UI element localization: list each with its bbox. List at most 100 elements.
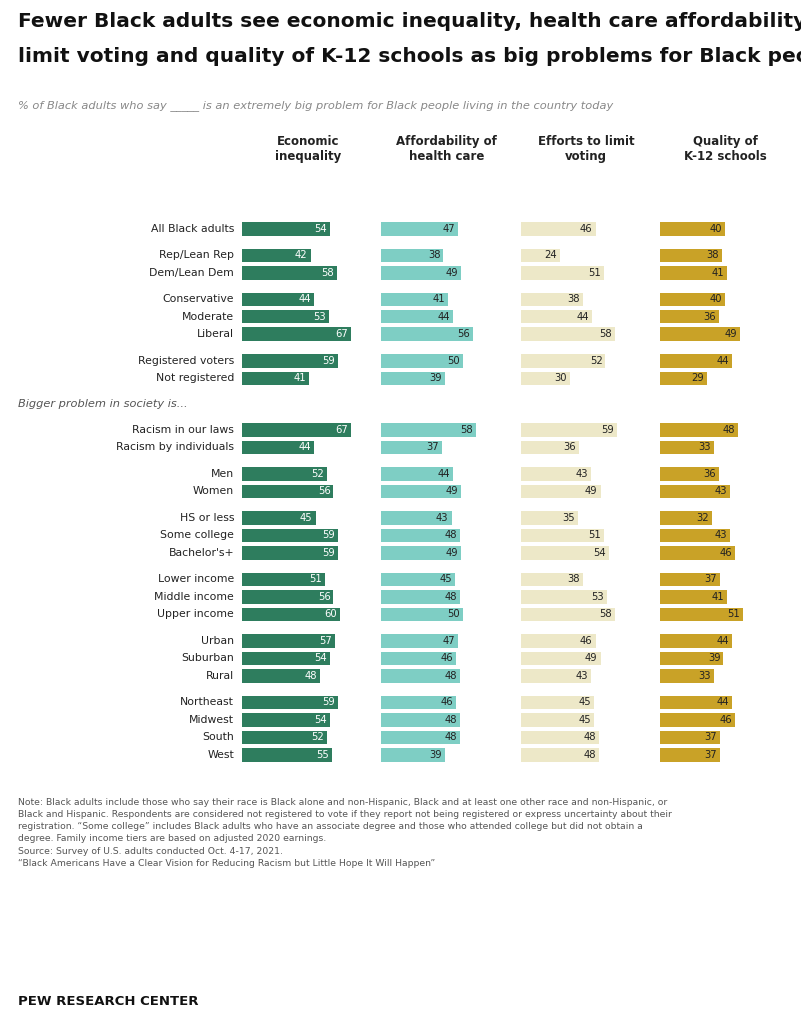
Text: Upper income: Upper income: [157, 610, 234, 619]
Text: 48: 48: [583, 750, 596, 760]
Text: 54: 54: [593, 547, 606, 558]
Text: 39: 39: [429, 750, 442, 760]
Text: 67: 67: [336, 329, 348, 340]
Text: 53: 53: [591, 591, 604, 602]
Text: 58: 58: [321, 268, 334, 278]
Text: 24: 24: [544, 251, 557, 260]
Text: 41: 41: [293, 373, 306, 384]
Text: 59: 59: [601, 425, 614, 435]
Text: 44: 44: [577, 312, 590, 322]
Text: 45: 45: [578, 698, 591, 707]
Text: 58: 58: [461, 425, 473, 435]
Text: 44: 44: [716, 356, 729, 366]
Text: 33: 33: [698, 442, 710, 452]
Text: 37: 37: [705, 750, 717, 760]
Text: Liberal: Liberal: [197, 329, 234, 340]
Text: Conservative: Conservative: [163, 295, 234, 304]
Text: 46: 46: [580, 224, 593, 233]
Text: 45: 45: [300, 513, 312, 523]
Text: 49: 49: [445, 268, 458, 278]
Text: 59: 59: [323, 698, 336, 707]
Text: 38: 38: [567, 295, 580, 304]
Text: 52: 52: [590, 356, 602, 366]
Text: Racism by individuals: Racism by individuals: [116, 442, 234, 452]
Text: 32: 32: [696, 513, 709, 523]
Text: PEW RESEARCH CENTER: PEW RESEARCH CENTER: [18, 995, 199, 1008]
Text: Not registered: Not registered: [155, 373, 234, 384]
Text: 56: 56: [318, 591, 331, 602]
Text: % of Black adults who say _____ is an extremely big problem for Black people liv: % of Black adults who say _____ is an ex…: [18, 100, 614, 110]
Text: 48: 48: [445, 530, 457, 540]
Text: 43: 43: [575, 671, 588, 680]
Text: 52: 52: [312, 469, 324, 479]
Text: 48: 48: [445, 732, 457, 743]
Text: 46: 46: [441, 698, 453, 707]
Text: Midwest: Midwest: [189, 715, 234, 724]
Text: 37: 37: [426, 442, 439, 452]
Text: 60: 60: [324, 610, 337, 619]
Text: All Black adults: All Black adults: [151, 224, 234, 233]
Text: 50: 50: [447, 610, 460, 619]
Text: 48: 48: [305, 671, 317, 680]
Text: 59: 59: [323, 547, 336, 558]
Text: 47: 47: [442, 224, 455, 233]
Text: 38: 38: [706, 251, 718, 260]
Text: 48: 48: [445, 715, 457, 724]
Text: 55: 55: [316, 750, 329, 760]
Text: 49: 49: [445, 486, 458, 496]
Text: 41: 41: [711, 591, 724, 602]
Text: 40: 40: [710, 295, 723, 304]
Text: 38: 38: [428, 251, 441, 260]
Text: South: South: [202, 732, 234, 743]
Text: 43: 43: [714, 530, 727, 540]
Text: 42: 42: [295, 251, 308, 260]
Text: 58: 58: [600, 610, 612, 619]
Text: 43: 43: [436, 513, 449, 523]
Text: 44: 44: [299, 295, 311, 304]
Text: Affordability of
health care: Affordability of health care: [396, 135, 497, 163]
Text: 44: 44: [716, 698, 729, 707]
Text: 39: 39: [429, 373, 442, 384]
Text: Men: Men: [211, 469, 234, 479]
Text: 49: 49: [724, 329, 737, 340]
Text: 50: 50: [447, 356, 460, 366]
Text: 40: 40: [710, 224, 723, 233]
Text: 57: 57: [320, 635, 332, 646]
Text: 44: 44: [716, 635, 729, 646]
Text: HS or less: HS or less: [179, 513, 234, 523]
Text: Racism in our laws: Racism in our laws: [132, 425, 234, 435]
Text: 48: 48: [583, 732, 596, 743]
Text: 30: 30: [554, 373, 566, 384]
Text: 51: 51: [588, 530, 601, 540]
Text: Rural: Rural: [206, 671, 234, 680]
Text: Quality of
K-12 schools: Quality of K-12 schools: [684, 135, 767, 163]
Text: Women: Women: [193, 486, 234, 496]
Text: 45: 45: [578, 715, 591, 724]
Text: 41: 41: [433, 295, 445, 304]
Text: 39: 39: [708, 654, 720, 663]
Text: 46: 46: [719, 547, 732, 558]
Text: 48: 48: [445, 671, 457, 680]
Text: Dem/Lean Dem: Dem/Lean Dem: [149, 268, 234, 278]
Text: 59: 59: [323, 530, 336, 540]
Text: 44: 44: [437, 469, 450, 479]
Text: Lower income: Lower income: [158, 574, 234, 584]
Text: West: West: [207, 750, 234, 760]
Text: Fewer Black adults see economic inequality, health care affordability, efforts t: Fewer Black adults see economic inequali…: [18, 12, 801, 31]
Text: Economic
inequality: Economic inequality: [275, 135, 340, 163]
Text: 54: 54: [315, 654, 328, 663]
Text: Northeast: Northeast: [180, 698, 234, 707]
Text: Some college: Some college: [160, 530, 234, 540]
Text: 56: 56: [457, 329, 469, 340]
Text: 38: 38: [567, 574, 580, 584]
Text: 46: 46: [580, 635, 593, 646]
Text: 37: 37: [705, 574, 717, 584]
Text: Moderate: Moderate: [182, 312, 234, 322]
Text: 51: 51: [727, 610, 740, 619]
Text: 45: 45: [439, 574, 452, 584]
Text: 29: 29: [691, 373, 704, 384]
Text: 41: 41: [711, 268, 724, 278]
Text: Bachelor's+: Bachelor's+: [168, 547, 234, 558]
Text: 52: 52: [312, 732, 324, 743]
Text: Efforts to limit
voting: Efforts to limit voting: [537, 135, 634, 163]
